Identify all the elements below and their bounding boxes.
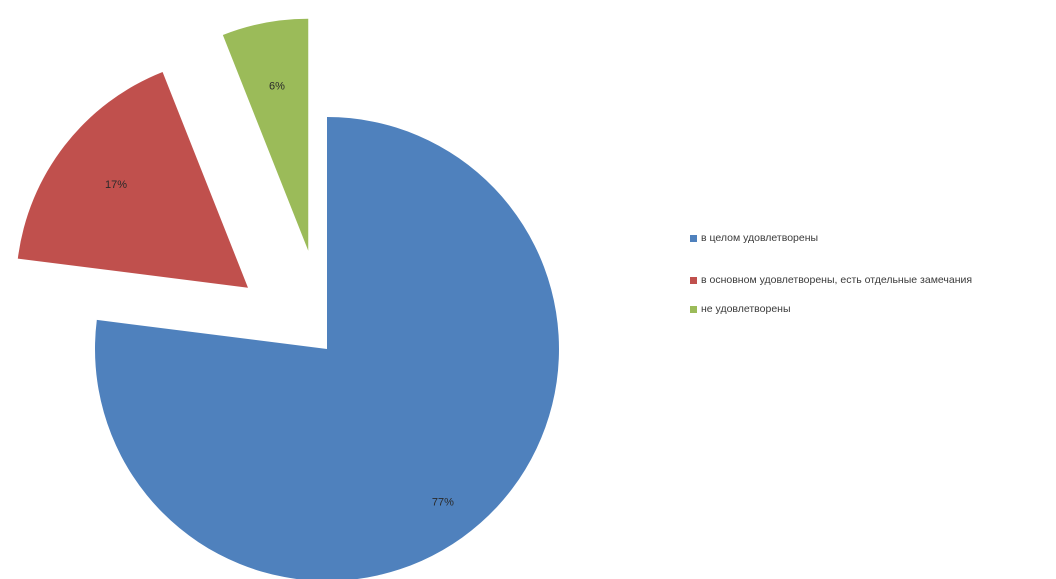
legend-label: не удовлетворены <box>701 303 791 315</box>
pie-slice <box>17 72 248 288</box>
slice-data-label: 17% <box>105 179 127 191</box>
legend-label: в основном удовлетворены, есть отдельные… <box>701 274 973 286</box>
legend-swatch <box>690 277 697 284</box>
legend-label: в целом удовлетворены <box>701 232 819 244</box>
pie-slice <box>222 18 309 251</box>
legend-swatch <box>690 306 697 313</box>
legend-item: не удовлетворены <box>690 303 1056 316</box>
slice-data-label: 77% <box>432 497 454 509</box>
slice-data-label: 6% <box>269 81 285 93</box>
legend-item: в целом удовлетворены <box>690 232 1056 245</box>
legend-item: в основном удовлетворены, есть отдельные… <box>690 274 1056 287</box>
pie-slice <box>95 117 559 579</box>
legend-swatch <box>690 235 697 242</box>
chart-legend: в целом удовлетворены в основном удовлет… <box>690 232 1056 316</box>
